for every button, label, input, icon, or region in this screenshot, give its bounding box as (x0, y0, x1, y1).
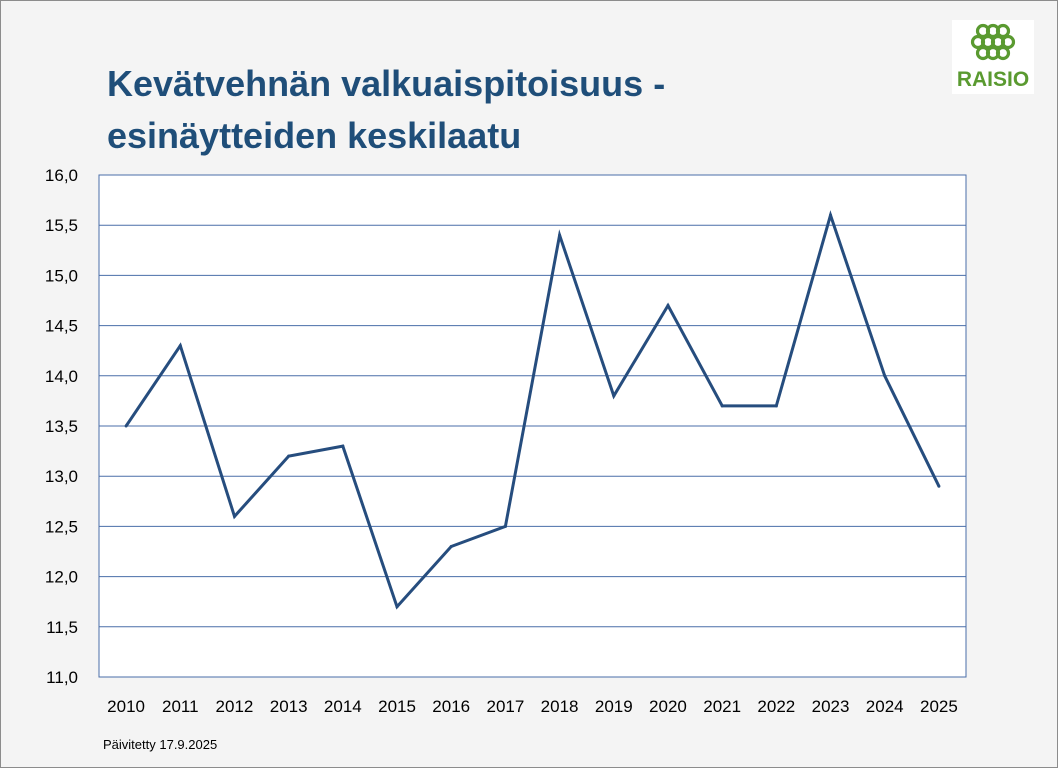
x-tick-label: 2018 (541, 697, 579, 716)
data-point (124, 424, 128, 428)
y-tick-label: 11,5 (46, 618, 78, 637)
data-point (720, 404, 724, 408)
y-tick-label: 12,0 (45, 568, 78, 587)
x-tick-label: 2012 (216, 697, 254, 716)
x-tick-label: 2016 (432, 697, 470, 716)
y-tick-label: 16,0 (45, 166, 78, 185)
x-tick-label: 2023 (812, 697, 850, 716)
plot-border (98, 174, 967, 678)
y-tick-label: 12,5 (45, 517, 78, 536)
data-point (774, 404, 778, 408)
logo-text: RAISIO (956, 68, 1030, 91)
data-point (232, 514, 236, 518)
y-tick-label: 14,0 (45, 367, 78, 386)
data-point (829, 213, 833, 217)
data-point (612, 394, 616, 398)
data-point (395, 605, 399, 609)
data-point (178, 344, 182, 348)
series-line (124, 210, 941, 610)
x-tick-label: 2024 (866, 697, 904, 716)
data-point (937, 484, 941, 488)
data-point (503, 524, 507, 528)
data-point (341, 444, 345, 448)
data-point (883, 374, 887, 378)
y-tick-label: 15,0 (45, 266, 78, 285)
data-point (666, 304, 670, 308)
y-tick-label: 13,0 (45, 467, 78, 486)
x-tick-label: 2019 (595, 697, 633, 716)
x-tick-label: 2013 (270, 697, 308, 716)
raisio-logo: RAISIO (952, 20, 1034, 94)
data-point (287, 454, 291, 458)
data-point (449, 544, 453, 548)
x-tick-label: 2011 (162, 697, 199, 716)
y-tick-label: 14,5 (45, 317, 78, 336)
y-tick-label: 13,5 (45, 417, 78, 436)
title-line-2: esinäytteiden keskilaatu (107, 115, 522, 156)
y-tick-label: 11,0 (46, 668, 78, 687)
y-tick-label: 15,5 (45, 216, 78, 235)
x-tick-label: 2025 (920, 697, 958, 716)
x-tick-label: 2010 (107, 697, 145, 716)
x-tick-label: 2015 (378, 697, 416, 716)
x-tick-label: 2014 (324, 697, 362, 716)
x-tick-label: 2017 (486, 697, 524, 716)
x-tick-label: 2020 (649, 697, 687, 716)
raisio-grain-logo-icon (970, 23, 1016, 61)
title-line-1: Kevätvehnän valkuaispitoisuus - (107, 63, 666, 104)
data-point (558, 233, 562, 237)
chart-title: Kevätvehnän valkuaispitoisuus - esinäytt… (107, 58, 907, 162)
x-tick-label: 2022 (757, 697, 795, 716)
x-tick-label: 2021 (703, 697, 741, 716)
updated-footnote: Päivitetty 17.9.2025 (103, 737, 218, 752)
